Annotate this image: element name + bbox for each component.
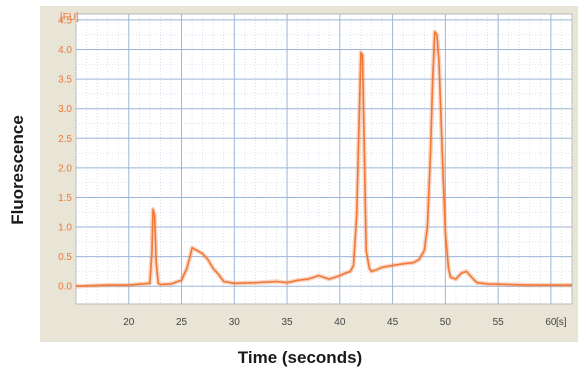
x-tick-label: 35 — [282, 317, 294, 328]
series-layer — [75, 29, 572, 289]
plot-area — [75, 13, 573, 305]
y-tick-label: 2.0 — [58, 163, 72, 174]
y-tick-label: 1.0 — [58, 223, 72, 234]
x-tick-label: 25 — [176, 317, 188, 328]
y-tick-label: 3.5 — [58, 75, 72, 86]
series-line-0 — [75, 30, 572, 287]
y-tick-label: 3.0 — [58, 104, 72, 115]
x-tick-label: 50 — [440, 317, 452, 328]
y-tick-label: 1.5 — [58, 193, 72, 204]
tick-labels: 20 25 30 35 40 45 50 55 60 0.0 0.5 1.0 1.5 2.0 2.5 3.0 3… — [58, 15, 557, 328]
x-tick-label: 45 — [387, 317, 399, 328]
x-axis-label: Time (seconds) — [237, 348, 363, 367]
x-tick-label: 20 — [123, 317, 135, 328]
x-unit-label: [s] — [556, 317, 567, 328]
y-tick-label: 0.0 — [58, 282, 72, 293]
x-tick-label: 55 — [493, 317, 505, 328]
y-tick-label: 0.5 — [58, 252, 72, 263]
x-tick-label: 60 — [545, 317, 557, 328]
x-tick-label: 30 — [229, 317, 241, 328]
y-unit-label: [FU] — [60, 12, 79, 23]
y-tick-label: 4.5 — [58, 15, 72, 26]
y-tick-label: 2.5 — [58, 134, 72, 145]
grid — [75, 14, 573, 304]
x-tick-label: 40 — [334, 317, 346, 328]
y-axis-label: Fluorescence — [8, 115, 27, 225]
y-tick-label: 4.0 — [58, 45, 72, 56]
